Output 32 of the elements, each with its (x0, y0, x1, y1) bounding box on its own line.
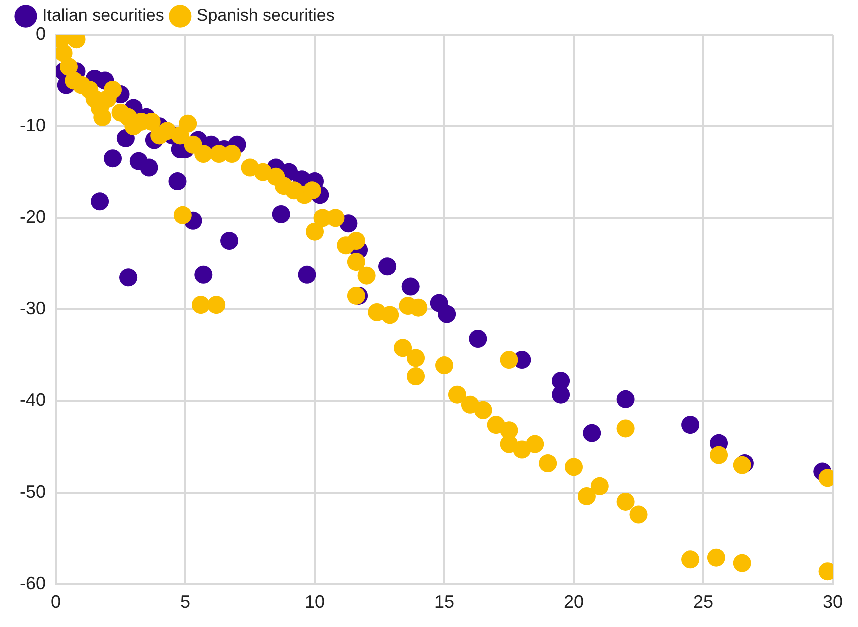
legend-label: Spanish securities (196, 6, 335, 26)
x-tick-label: 10 (304, 592, 326, 612)
y-tick-label: 0 (36, 24, 46, 44)
point (120, 268, 138, 287)
point (91, 192, 110, 211)
y-tick-label: -50 (20, 482, 46, 502)
x-tick-label: 0 (51, 592, 62, 612)
y-tick-label: -40 (20, 390, 46, 410)
point (272, 205, 290, 224)
x-tick-label: 5 (180, 592, 191, 612)
legend-label: Italian securities (42, 6, 164, 26)
point (378, 258, 397, 276)
point (438, 305, 456, 324)
point (104, 150, 122, 168)
y-tick-label: -60 (20, 573, 46, 594)
point (616, 390, 635, 408)
x-tick-label: 15 (434, 592, 455, 612)
x-tick-label: 30 (822, 592, 844, 612)
point (583, 424, 602, 442)
x-tick-label: 20 (564, 592, 584, 612)
point (194, 266, 213, 284)
point (469, 330, 488, 348)
point (220, 232, 239, 250)
y-tick-label: -30 (20, 298, 46, 319)
point (168, 172, 187, 191)
y-tick-label: -20 (20, 207, 46, 228)
point (682, 416, 700, 434)
point (298, 266, 316, 284)
point (140, 158, 158, 177)
x-tick-label: 25 (693, 592, 714, 612)
point (402, 278, 420, 296)
y-tick-label: -10 (20, 116, 46, 136)
